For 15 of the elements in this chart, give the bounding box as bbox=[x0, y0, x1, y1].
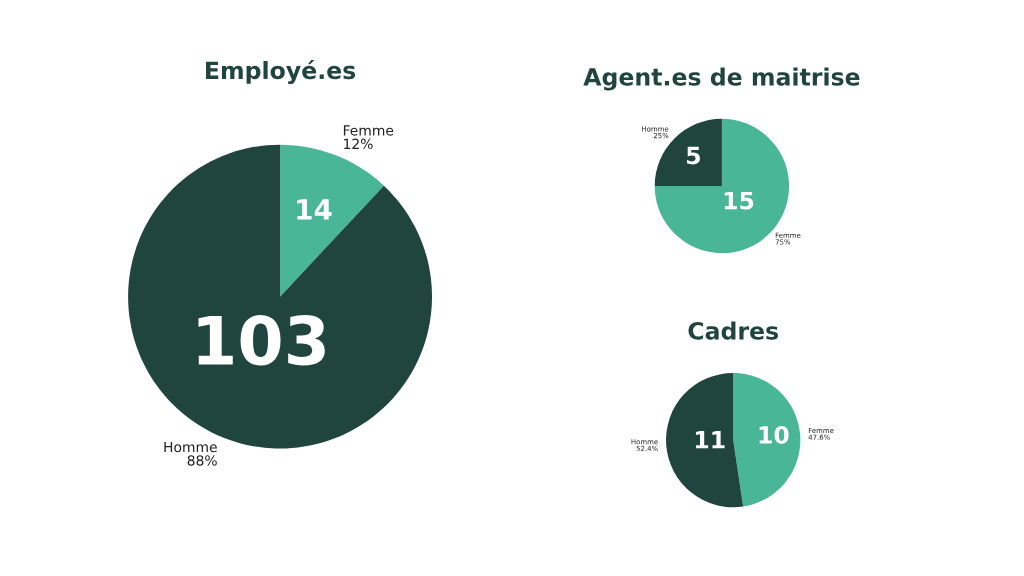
slice-label: Femme bbox=[343, 125, 394, 136]
text: 88% bbox=[187, 455, 217, 466]
data-label: 10 bbox=[759, 426, 789, 444]
data-label: 14 bbox=[297, 199, 332, 220]
data-label: 15 bbox=[724, 191, 754, 210]
chart-title: Cadres bbox=[688, 321, 778, 340]
chart-title: Agent.es de maitrise bbox=[583, 67, 860, 91]
data-label: 5 bbox=[687, 146, 700, 165]
pie-slice bbox=[666, 372, 744, 508]
data-label: 11 bbox=[695, 431, 725, 449]
chart-title: Employé.es bbox=[206, 60, 356, 85]
slice-label: Homme bbox=[164, 441, 217, 453]
pie-slice bbox=[733, 372, 801, 507]
text: 12% bbox=[344, 138, 373, 150]
data-label: 103 bbox=[198, 315, 325, 366]
